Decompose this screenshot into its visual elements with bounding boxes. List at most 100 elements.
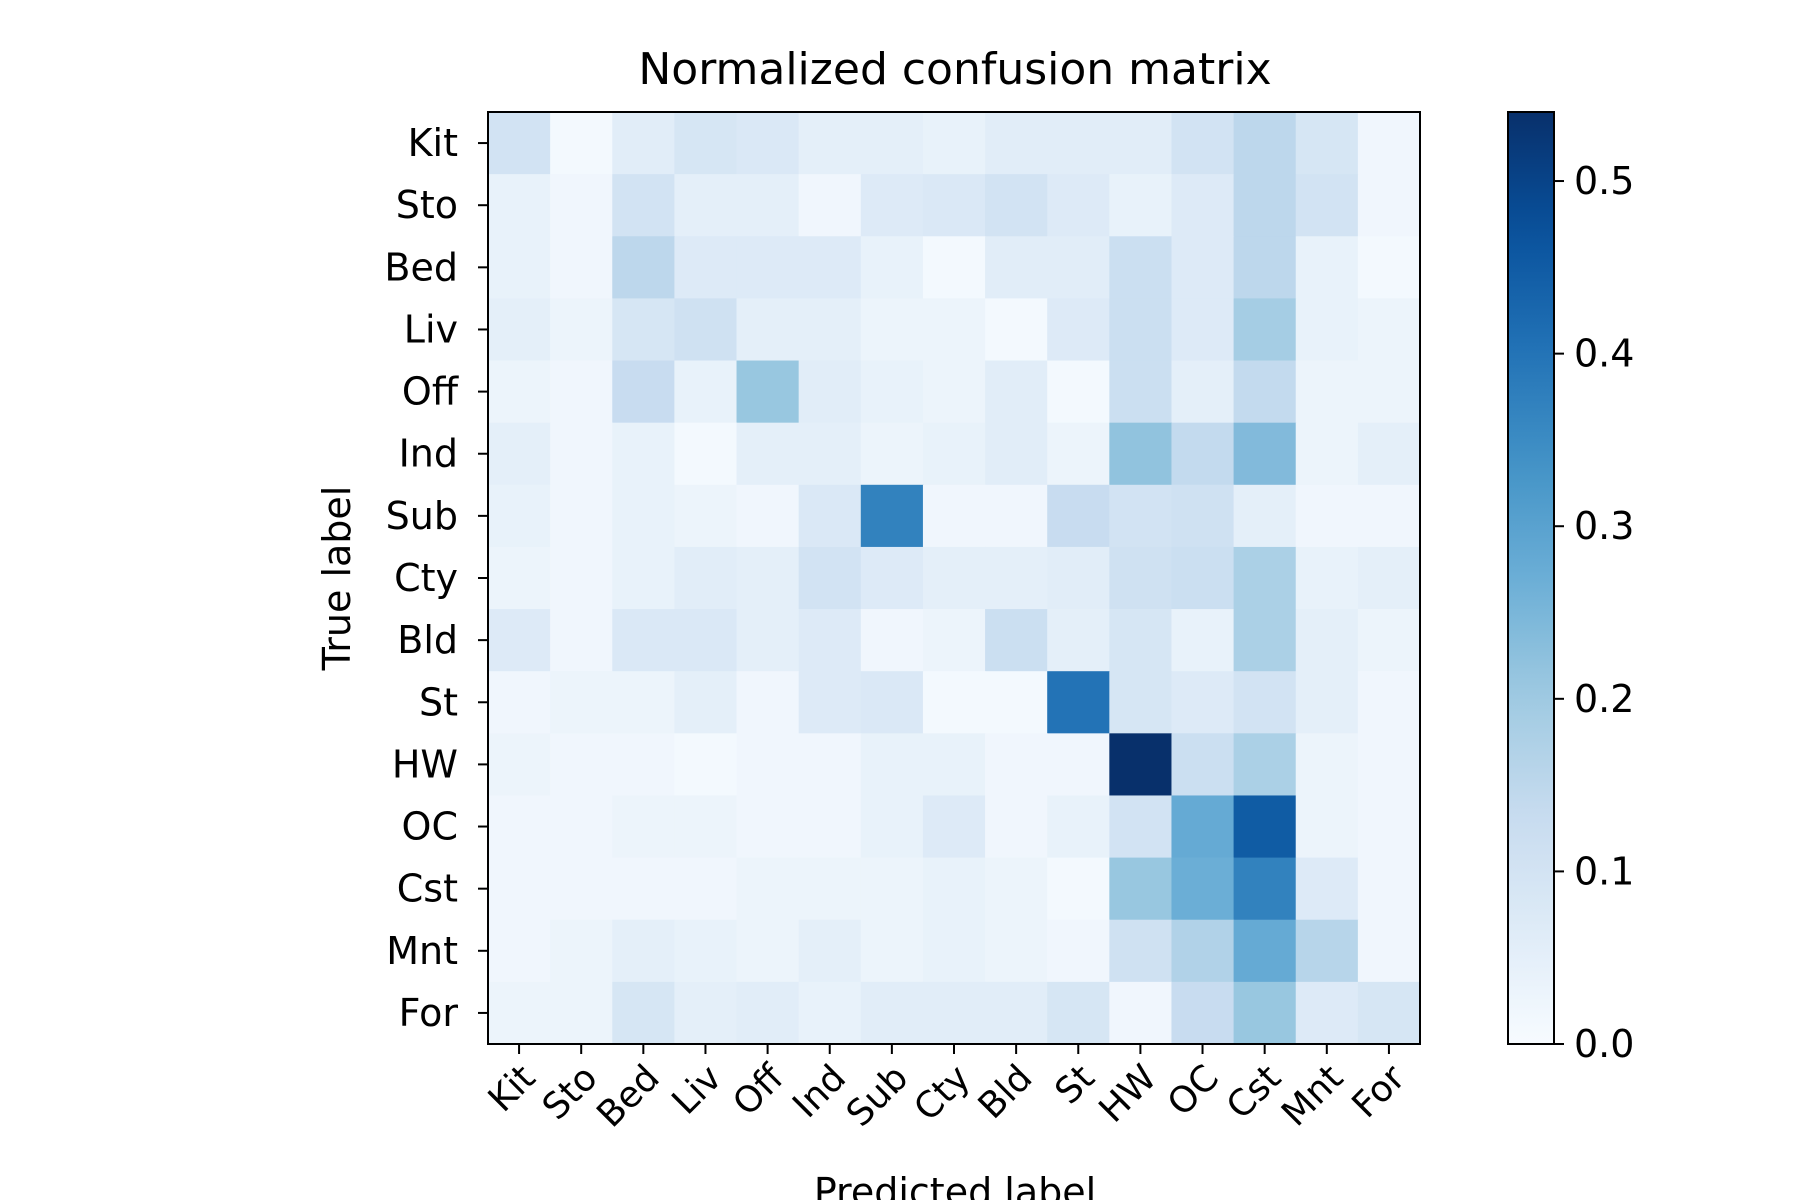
heatmap-cell [1047, 112, 1110, 175]
x-tick-label: Kit [481, 1057, 544, 1120]
heatmap-cell [1233, 981, 1297, 1045]
heatmap-cell [922, 609, 986, 672]
heatmap-cell [1171, 671, 1235, 734]
heatmap-cell [1047, 671, 1110, 734]
heatmap-cell [1295, 360, 1359, 424]
heatmap-cell [1357, 733, 1421, 797]
heatmap-cell [860, 112, 924, 175]
heatmap-cell [612, 609, 675, 672]
heatmap-cell [922, 981, 986, 1045]
heatmap-cell [1047, 546, 1110, 610]
heatmap-cell [860, 174, 924, 237]
colorbar-tick-label: 0.3 [1574, 504, 1634, 548]
heatmap-cell [1295, 174, 1359, 237]
heatmap-cell [488, 795, 551, 859]
heatmap-cell [922, 671, 986, 734]
heatmap-cell [1109, 112, 1173, 175]
heatmap-cell [736, 733, 800, 797]
heatmap-cell [1109, 795, 1173, 859]
heatmap-cell [736, 236, 800, 299]
heatmap-cell [612, 857, 675, 921]
heatmap-cell [798, 857, 862, 921]
heatmap-cell [860, 733, 924, 797]
heatmap-cell [1357, 174, 1421, 237]
colorbar-tick-label: 0.5 [1574, 159, 1634, 203]
heatmap-cell [488, 733, 551, 797]
heatmap-cell [985, 298, 1048, 362]
heatmap-cell [985, 919, 1048, 983]
heatmap-cell [550, 112, 613, 175]
heatmap-cell [1171, 546, 1235, 610]
heatmap-cell [860, 484, 924, 548]
heatmap-cell [674, 112, 738, 175]
heatmap-cell [985, 733, 1048, 797]
heatmap-cell [1109, 671, 1173, 734]
heatmap-cell [1171, 733, 1235, 797]
heatmap-cell [736, 112, 800, 175]
heatmap-cell [612, 981, 675, 1045]
heatmap-cell [985, 360, 1048, 424]
heatmap-cell [1109, 919, 1173, 983]
x-axis-label: Predicted label [814, 1170, 1096, 1200]
heatmap-cell [1047, 733, 1110, 797]
heatmap-cell [860, 609, 924, 672]
heatmap-cell [1109, 981, 1173, 1045]
heatmap-cell [860, 795, 924, 859]
heatmap-cell [612, 733, 675, 797]
colorbar-axis: 0.0 0.1 0.2 0.3 0.4 0.5 [1554, 159, 1634, 1066]
heatmap-cell [1233, 795, 1297, 859]
heatmap-cell [674, 733, 738, 797]
heatmap-cell [488, 546, 551, 610]
heatmap-cell [1233, 236, 1297, 299]
heatmap-cell [798, 236, 862, 299]
heatmap-cell [1047, 609, 1110, 672]
heatmap-cell [612, 174, 675, 237]
heatmap-cell [612, 236, 675, 299]
heatmap-cell [736, 546, 800, 610]
heatmap-cell [922, 112, 986, 175]
x-tick-label: OC [1160, 1057, 1227, 1124]
heatmap-cell [1047, 174, 1110, 237]
heatmap-cell [736, 360, 800, 424]
heatmap-cell [1295, 671, 1359, 734]
heatmap-cell [1295, 546, 1359, 610]
heatmap-cell [488, 422, 551, 486]
heatmap-cell [922, 546, 986, 610]
heatmap-cell [550, 546, 613, 610]
heatmap-cell [1047, 484, 1110, 548]
heatmap-cell [1047, 857, 1110, 921]
heatmap-cell [922, 795, 986, 859]
heatmap-cell [488, 484, 551, 548]
y-tick-label: OC [402, 805, 458, 849]
heatmap-cell [488, 857, 551, 921]
heatmap-cell [488, 298, 551, 362]
heatmap-cell [550, 671, 613, 734]
heatmap-cell [1109, 857, 1173, 921]
heatmap-cell [1357, 422, 1421, 486]
y-tick-label: Kit [408, 121, 458, 165]
heatmap-cell [1109, 174, 1173, 237]
y-tick-label: Ind [399, 432, 458, 476]
heatmap-cell [1171, 112, 1235, 175]
heatmap-cell [798, 174, 862, 237]
heatmap-cell [1109, 546, 1173, 610]
heatmap-cell [1171, 981, 1235, 1045]
heatmap-cell [488, 112, 551, 175]
heatmap-cell [674, 236, 738, 299]
heatmap-cell [488, 609, 551, 672]
heatmap-cell [985, 422, 1048, 486]
heatmap-cell [1233, 174, 1297, 237]
heatmap-cell [798, 112, 862, 175]
heatmap-cell [922, 857, 986, 921]
heatmap-cell [736, 609, 800, 672]
heatmap-cell [1047, 981, 1110, 1045]
heatmap-cell [1171, 174, 1235, 237]
colorbar-tick-label: 0.4 [1574, 332, 1634, 376]
heatmap-cell [1357, 609, 1421, 672]
colorbar-tick-label: 0.1 [1574, 849, 1634, 893]
heatmap-cell [736, 981, 800, 1045]
heatmap-cell [1295, 857, 1359, 921]
heatmap-cell [985, 981, 1048, 1045]
heatmap-cell [1295, 298, 1359, 362]
heatmap-cell [736, 795, 800, 859]
